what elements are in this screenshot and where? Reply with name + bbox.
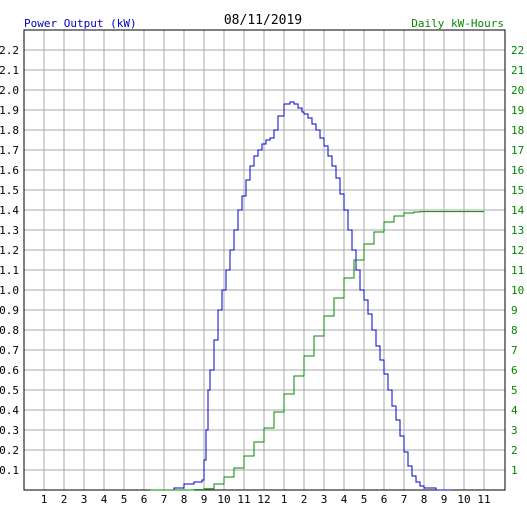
right-tick-label: 8: [511, 324, 518, 337]
x-tick-label: 3: [321, 493, 328, 506]
x-tick-label: 1: [41, 493, 48, 506]
x-tick-label: 12: [257, 493, 270, 506]
left-tick-label: 1.1: [0, 264, 19, 277]
left-axis-ticks: 0.1 0.2 0.3 0.4 0.5 0.6 0.7 0.8 0.9 1.0 1.1 1.2 1.3 1…: [0, 44, 19, 477]
x-tick-label: 9: [201, 493, 208, 506]
right-tick-label: 5: [511, 384, 518, 397]
x-tick-label: 7: [161, 493, 168, 506]
right-tick-label: 13: [511, 224, 524, 237]
left-tick-label: 2.2: [0, 44, 19, 57]
right-tick-label: 22: [511, 44, 524, 57]
x-tick-label: 8: [421, 493, 428, 506]
left-axis-label: Power Output (kW): [24, 17, 137, 30]
left-tick-label: 1.6: [0, 164, 19, 177]
left-tick-label: 1.2: [0, 244, 19, 257]
left-tick-label: 0.8: [0, 324, 19, 337]
x-tick-label: 5: [361, 493, 368, 506]
left-tick-label: 0.7: [0, 344, 19, 357]
left-tick-label: 0.4: [0, 404, 19, 417]
left-tick-label: 1.7: [0, 144, 19, 157]
left-tick-label: 1.8: [0, 124, 19, 137]
left-tick-label: 1.3: [0, 224, 19, 237]
x-tick-label: 6: [381, 493, 388, 506]
right-tick-label: 21: [511, 64, 524, 77]
left-tick-label: 1.9: [0, 104, 19, 117]
left-tick-label: 1.0: [0, 284, 19, 297]
right-tick-label: 16: [511, 164, 524, 177]
x-tick-label: 7: [401, 493, 408, 506]
left-tick-label: 0.9: [0, 304, 19, 317]
x-tick-label: 4: [101, 493, 108, 506]
right-tick-label: 20: [511, 84, 524, 97]
x-tick-label: 10: [457, 493, 470, 506]
chart-title: 08/11/2019: [224, 13, 302, 28]
x-tick-label: 3: [81, 493, 88, 506]
x-tick-label: 2: [61, 493, 68, 506]
power-output-series-line: [150, 101, 452, 491]
right-tick-label: 10: [511, 284, 524, 297]
left-tick-label: 1.4: [0, 204, 19, 217]
x-tick-label: 11: [477, 493, 490, 506]
x-tick-label: 6: [141, 493, 148, 506]
x-tick-label: 2: [301, 493, 308, 506]
right-tick-label: 6: [511, 364, 518, 377]
left-tick-label: 0.3: [0, 424, 19, 437]
x-tick-label: 4: [341, 493, 348, 506]
right-tick-label: 11: [511, 264, 524, 277]
left-tick-label: 0.2: [0, 444, 19, 457]
daily-kwh-series-line: [150, 211, 484, 491]
right-tick-label: 1: [511, 464, 518, 477]
right-tick-label: 2: [511, 444, 518, 457]
left-tick-label: 2.1: [0, 64, 19, 77]
right-tick-label: 15: [511, 184, 524, 197]
left-tick-label: 1.5: [0, 184, 19, 197]
left-tick-label: 2.0: [0, 84, 19, 97]
left-tick-label: 0.5: [0, 384, 19, 397]
right-tick-label: 7: [511, 344, 518, 357]
x-tick-label: 8: [181, 493, 188, 506]
right-tick-label: 18: [511, 124, 524, 137]
right-tick-label: 9: [511, 304, 518, 317]
right-tick-label: 4: [511, 404, 518, 417]
right-tick-label: 19: [511, 104, 524, 117]
x-tick-label: 9: [441, 493, 448, 506]
plot-frame: [23, 29, 506, 491]
x-tick-label: 11: [237, 493, 250, 506]
x-tick-label: 5: [121, 493, 128, 506]
left-tick-label: 0.1: [0, 464, 19, 477]
right-tick-label: 14: [511, 204, 525, 217]
x-tick-label: 1: [281, 493, 288, 506]
right-tick-label: 3: [511, 424, 518, 437]
left-tick-label: 0.6: [0, 364, 19, 377]
grid-lines: [24, 30, 505, 490]
x-tick-label: 10: [217, 493, 230, 506]
x-axis-ticks: 1 2 3 4 5 6 7 8 9 10 11 12 1 2 3 4 5 6 7 8 9 10 11: [41, 493, 491, 506]
right-axis-label: Daily kW-Hours: [411, 17, 504, 30]
right-tick-label: 17: [511, 144, 524, 157]
right-tick-label: 12: [511, 244, 524, 257]
